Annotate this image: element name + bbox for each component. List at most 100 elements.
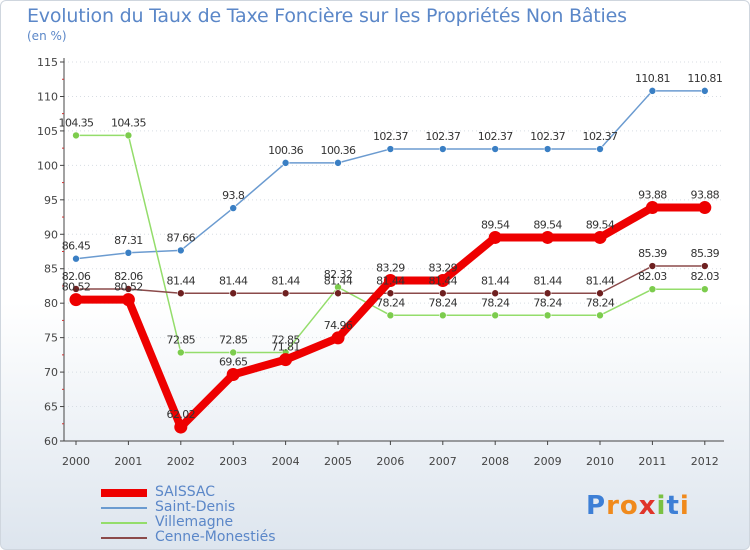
data-label-saissac: 80.52 [62, 281, 91, 294]
data-point-cenne-monesti-s [72, 285, 80, 293]
legend-label: Saint-Denis [155, 499, 236, 515]
data-label-cenne-monesti-s: 81.44 [376, 274, 405, 287]
data-point-villemagne [124, 131, 133, 140]
y-tick-label: 60 [44, 435, 58, 448]
data-label-cenne-monesti-s: 82.06 [62, 270, 91, 283]
data-point-saissac [383, 274, 397, 288]
data-point-saissac [174, 420, 188, 434]
data-label-villemagne: 104.35 [59, 116, 94, 129]
data-point-saint-denis [438, 145, 447, 153]
data-point-saint-denis [124, 249, 133, 257]
data-point-saint-denis [334, 159, 342, 167]
x-tick-label: 2011 [638, 455, 666, 468]
y-tick-label: 90 [44, 228, 58, 241]
data-label-saissac: 89.54 [481, 218, 510, 231]
data-point-saint-denis [596, 145, 604, 153]
y-tick-label: 85 [44, 263, 58, 276]
data-point-cenne-monesti-s [543, 289, 552, 298]
legend-label: Cenne-Monestiés [155, 529, 276, 545]
y-tick-label: 95 [44, 194, 58, 207]
data-label-cenne-monesti-s: 81.44 [586, 274, 615, 287]
data-point-saint-denis [543, 145, 552, 153]
data-point-saint-denis [177, 246, 185, 255]
data-label-saint-denis: 102.37 [425, 130, 460, 143]
data-point-saissac [226, 368, 240, 382]
data-label-saissac: 74.96 [324, 319, 353, 332]
data-label-saint-denis: 102.37 [530, 130, 565, 143]
data-point-villemagne [700, 285, 709, 293]
data-point-saissac [121, 293, 135, 307]
x-tick-label: 2005 [324, 455, 352, 468]
data-label-villemagne: 78.24 [481, 296, 510, 309]
data-label-villemagne: 78.24 [586, 296, 615, 309]
data-label-saint-denis: 110.81 [687, 72, 722, 85]
x-tick-label: 2010 [586, 455, 614, 468]
data-label-saissac: 62.02 [167, 408, 196, 421]
data-label-saint-denis: 93.8 [222, 189, 245, 202]
data-point-villemagne [543, 311, 552, 320]
data-label-villemagne: 72.85 [219, 333, 248, 346]
data-point-cenne-monesti-s [124, 285, 133, 293]
y-tick-label: 115 [37, 56, 58, 69]
logo-letter: i [679, 491, 690, 521]
x-tick-label: 2009 [534, 455, 562, 468]
data-label-saint-denis: 87.31 [114, 234, 143, 247]
legend-label: Villemagne [155, 514, 234, 530]
logo-letter: r [606, 491, 620, 521]
data-point-saint-denis [648, 87, 657, 95]
data-label-saissac: 89.54 [586, 218, 615, 231]
data-point-cenne-monesti-s [177, 289, 185, 298]
x-tick-label: 2012 [691, 455, 719, 468]
x-tick-label: 2001 [114, 455, 142, 468]
data-label-saissac: 71.81 [271, 341, 300, 354]
data-label-cenne-monesti-s: 81.44 [324, 274, 353, 287]
data-point-saissac [488, 230, 502, 244]
data-label-cenne-monesti-s: 81.44 [167, 274, 196, 287]
data-point-saint-denis [72, 254, 80, 263]
data-label-cenne-monesti-s: 81.44 [219, 274, 248, 287]
legend-swatch [101, 522, 147, 524]
data-label-saint-denis: 86.45 [62, 240, 91, 253]
data-label-saint-denis: 110.81 [635, 72, 670, 85]
data-label-saissac: 80.52 [114, 281, 143, 294]
data-label-saint-denis: 102.37 [373, 130, 408, 143]
data-label-cenne-monesti-s: 85.39 [638, 247, 667, 260]
data-point-cenne-monesti-s [700, 262, 709, 270]
x-tick-label: 2008 [481, 455, 509, 468]
y-tick-label: 105 [37, 125, 58, 138]
data-label-saint-denis: 87.66 [167, 231, 196, 244]
y-tick-label: 75 [44, 332, 58, 345]
logo-letter: i [656, 491, 667, 521]
data-point-saissac [436, 274, 450, 288]
data-label-villemagne: 78.24 [376, 296, 405, 309]
data-label-saissac: 83.29 [376, 262, 405, 275]
data-label-saint-denis: 100.36 [321, 144, 356, 157]
y-tick-label: 110 [37, 90, 58, 103]
data-label-villemagne: 78.24 [533, 296, 562, 309]
data-label-saissac: 93.88 [691, 189, 720, 202]
data-point-saissac [645, 201, 659, 215]
data-point-saissac [698, 201, 712, 215]
data-label-saissac: 89.54 [533, 218, 562, 231]
data-label-cenne-monesti-s: 81.44 [481, 274, 510, 287]
data-label-villemagne: 82.03 [638, 270, 667, 283]
data-point-saissac [69, 293, 83, 307]
legend-swatch [101, 489, 147, 497]
x-tick-label: 2007 [429, 455, 457, 468]
x-tick-label: 2003 [219, 455, 247, 468]
data-point-villemagne [596, 311, 604, 320]
legend-label: SAISSAC [155, 484, 215, 500]
legend-swatch [101, 537, 147, 539]
y-tick-label: 70 [44, 366, 58, 379]
data-label-villemagne: 72.85 [271, 333, 300, 346]
y-tick-label: 100 [37, 159, 58, 172]
data-point-cenne-monesti-s [438, 289, 447, 298]
legend-swatch [101, 507, 147, 509]
data-label-cenne-monesti-s: 85.39 [691, 247, 720, 260]
data-point-cenne-monesti-s [491, 289, 500, 298]
data-point-cenne-monesti-s [648, 262, 657, 270]
logo-letter: P [586, 491, 607, 521]
data-point-saissac [279, 353, 293, 367]
